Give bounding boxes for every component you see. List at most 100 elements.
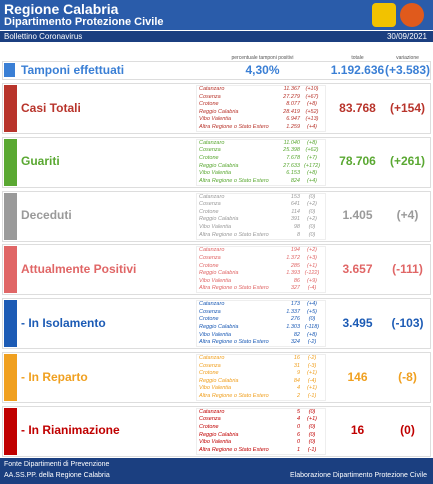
province-name: Vibo Valentia [199, 331, 232, 338]
section-change: (-8) [398, 369, 417, 384]
province-name: Reggio Calabria [199, 162, 239, 169]
section-change: (+4) [396, 208, 419, 223]
section-title: Deceduti [21, 208, 72, 223]
section-title: Casi Totali [21, 100, 81, 115]
province-name: Vibo Valentia [199, 116, 232, 123]
province-value: 194 [290, 247, 300, 254]
province-value: 6.153 [286, 170, 300, 177]
footer-source: AA.SS.PP. della Regione Calabria [4, 472, 110, 479]
province-value: 391 [290, 216, 300, 223]
province-value: 276 [290, 316, 300, 323]
section-marker [4, 192, 17, 240]
province-name: Reggio Calabria [199, 216, 239, 223]
province-name: Vibo Valentia [199, 439, 232, 446]
province-name: Cosenza [199, 416, 221, 423]
province-value: 114 [291, 208, 300, 215]
province-value: 1.337 [286, 308, 300, 315]
province-value: 84 [293, 377, 300, 384]
province-change: (-2) [307, 355, 317, 361]
section [2, 83, 431, 134]
province-change: (0) [308, 439, 316, 446]
section-change: (-103) [391, 315, 424, 330]
logo [372, 3, 396, 27]
province-name: Crotone [199, 316, 219, 323]
province-value: 1 [296, 446, 300, 453]
province-value: 9 [296, 370, 300, 377]
province-value: 1.259 [286, 124, 300, 130]
section [2, 352, 431, 403]
province-box [196, 407, 326, 455]
province-value: 6.947 [286, 116, 300, 123]
province-name: Altra Regione o Stato Estero [199, 339, 269, 346]
section-total: 83.768 [339, 100, 376, 115]
province-change: (+8) [307, 101, 317, 108]
province-name: Reggio Calabria [199, 431, 239, 438]
positivity: 4,30% [245, 63, 280, 77]
province-value: 0 [296, 439, 300, 446]
province-name: Cosenza [199, 308, 221, 315]
section-total: 1.405 [342, 208, 373, 223]
section [2, 244, 431, 296]
province-change: (-2) [307, 339, 317, 346]
province-value: 25.398 [283, 147, 300, 154]
province-change: (+8) [307, 331, 317, 338]
tests-total: 1.192.636 [330, 63, 385, 77]
province-change: (+5) [307, 308, 317, 315]
province-value: 11.367 [283, 86, 300, 92]
province-name: Altra Regione o Stato Estero [199, 446, 269, 453]
province-change: (-3) [307, 362, 317, 369]
section-total: 146 [347, 369, 368, 384]
province-value: 7.678 [286, 155, 300, 161]
section-total: 3.495 [342, 315, 373, 330]
footer-bar [0, 458, 433, 484]
province-name: Catanzaro [199, 139, 225, 146]
province-change: (+8) [307, 139, 317, 146]
tests-marker [4, 63, 15, 77]
footer-credit: Elaborazione Dipartimento Protezione Civ… [290, 472, 427, 479]
province-change: (+13) [305, 116, 319, 123]
province-value: 1.372 [286, 255, 300, 261]
column-header: variazione [396, 55, 419, 61]
province-change: (-122) [304, 270, 320, 277]
section-title: Guariti [21, 154, 60, 169]
section [2, 136, 431, 188]
province-change: (0) [308, 231, 316, 238]
section-marker [4, 246, 17, 294]
section-total: 78.706 [339, 154, 376, 169]
province-change: (+7) [307, 155, 317, 161]
footer-source: Fonte Dipartimenti di Prevenzione [4, 461, 110, 468]
province-value: 2 [296, 393, 300, 399]
province-name: Reggio Calabria [199, 270, 239, 277]
province-name: Crotone [199, 101, 219, 108]
section-title: - In Rianimazione [21, 423, 120, 438]
province-value: 824 [290, 177, 300, 184]
section-marker [4, 300, 17, 348]
province-name: Cosenza [199, 362, 221, 369]
column-header: percentuale tamponi positivi [231, 55, 294, 61]
province-name: Catanzaro [199, 355, 225, 361]
province-value: 6 [296, 431, 300, 438]
province-change: (-1) [307, 446, 317, 453]
province-value: 324 [290, 339, 300, 346]
province-value: 1.303 [286, 324, 300, 330]
province-change: (+1) [307, 416, 317, 423]
province-change: (-118) [304, 324, 320, 330]
section-marker [4, 85, 17, 132]
province-value: 285 [290, 262, 300, 269]
section-title: - In Reparto [21, 369, 88, 384]
province-name: Catanzaro [199, 408, 225, 415]
province-name: Altra Regione o Stato Estero [199, 393, 269, 399]
section-total: 16 [350, 423, 365, 438]
province-name: Vibo Valentia [199, 385, 232, 392]
province-name: Altra Regione o Stato Estero [199, 124, 269, 130]
province-box [196, 246, 326, 294]
bulletin-bar [0, 31, 433, 42]
tests-row [2, 61, 431, 80]
province-change: (-4) [307, 377, 317, 384]
province-change: (-1) [307, 393, 317, 399]
province-name: Crotone [199, 155, 219, 161]
province-value: 27.279 [283, 93, 300, 100]
date: 30/09/2021 [386, 32, 427, 41]
province-value: 4 [296, 416, 300, 423]
province-box [196, 192, 326, 240]
